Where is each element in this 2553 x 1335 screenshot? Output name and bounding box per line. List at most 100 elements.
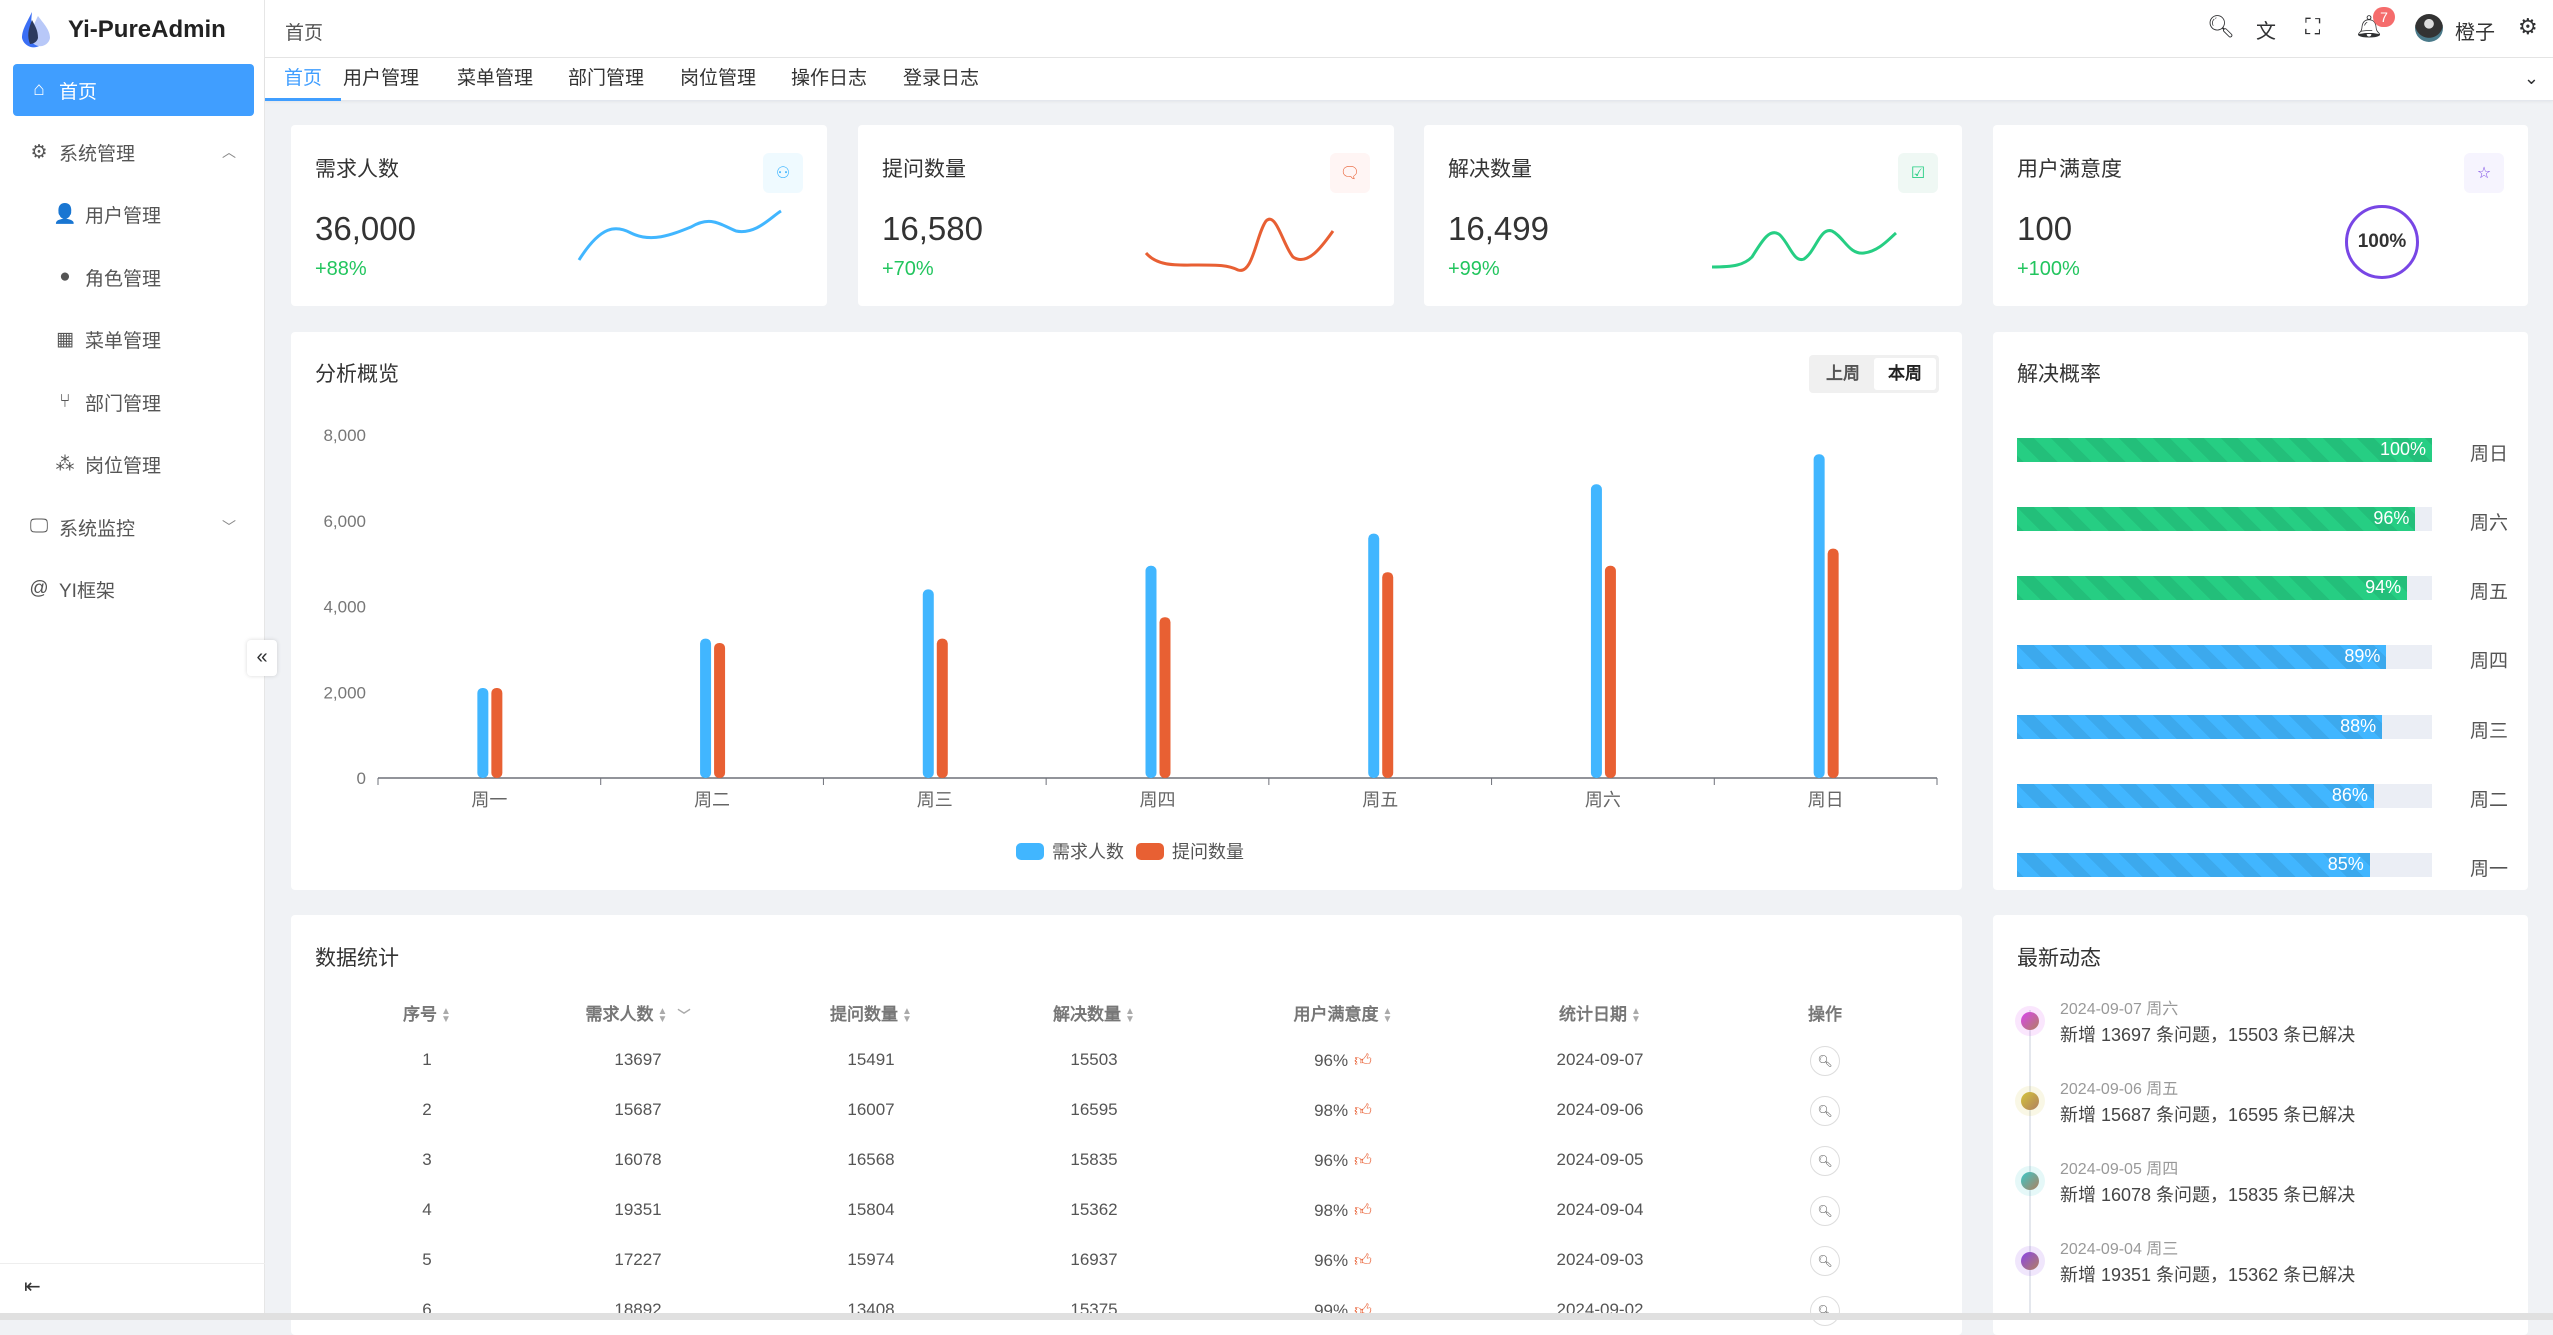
tab-users[interactable]: 用户管理 xyxy=(342,68,419,89)
network-icon: ⁂ xyxy=(55,453,75,475)
table-header[interactable]: 统计日期 ▲ ▼ xyxy=(1559,1005,1641,1025)
progress-day: 周二 xyxy=(2470,790,2509,811)
bar-questions[interactable] xyxy=(1604,565,1616,778)
branch-icon: ⑂ xyxy=(59,391,71,412)
thumbs-up-icon: 👍︎ xyxy=(1354,1051,1372,1070)
tab-menus[interactable]: 菜单管理 xyxy=(456,68,533,89)
settings-gear-icon[interactable]: ⚙ xyxy=(2518,14,2538,39)
notification-badge: 7 xyxy=(2373,7,2395,27)
timeline-card: 最新动态 xyxy=(1993,915,2528,1335)
progress-fill: 96% xyxy=(2017,507,2416,531)
breadcrumb[interactable]: 首页 xyxy=(285,23,324,44)
legend-label[interactable]: 提问数量 xyxy=(1172,842,1244,862)
sidebar-collapse-button[interactable]: « xyxy=(247,640,277,676)
progress-label: 96% xyxy=(2373,508,2410,528)
progress-label: 88% xyxy=(2340,716,2377,736)
tab-posts[interactable]: 岗位管理 xyxy=(679,68,756,89)
bar-questions[interactable] xyxy=(491,687,503,778)
view-button[interactable]: 🔍︎ xyxy=(1810,1146,1840,1176)
progress-bar: 86% xyxy=(2017,784,2432,808)
stat-change: +99% xyxy=(1448,258,1500,280)
legend-swatch[interactable] xyxy=(1136,843,1164,860)
bar-questions[interactable] xyxy=(936,638,948,778)
legend-label[interactable]: 需求人数 xyxy=(1052,842,1124,862)
toggle-this-week[interactable]: 本周 xyxy=(1874,358,1936,390)
table-header[interactable]: 提问数量 ▲ ▼ xyxy=(830,1005,912,1025)
view-button[interactable]: 🔍︎ xyxy=(1810,1046,1840,1076)
bar-demand[interactable] xyxy=(1813,454,1825,778)
bar-demand[interactable] xyxy=(922,589,934,778)
progress-fill: 94% xyxy=(2017,576,2408,600)
user-name[interactable]: 橙子 xyxy=(2455,22,2495,44)
toggle-last-week[interactable]: 上周 xyxy=(1826,364,1860,383)
sidebar-item-posts[interactable]: ⁂ 岗位管理 xyxy=(55,453,162,477)
sort-icon[interactable]: ▲ ▼ xyxy=(1382,1005,1393,1025)
stat-change: +70% xyxy=(882,258,934,280)
stat-card-demand: 需求人数 ⚇ 36,000 +88% xyxy=(291,125,827,306)
progress-day: 周一 xyxy=(2470,859,2509,880)
bar-demand[interactable] xyxy=(1590,484,1602,778)
sort-icon[interactable]: ▲ ▼ xyxy=(441,1005,451,1025)
sidebar-item-monitor[interactable]: 🖵 系统监控 ﹀ xyxy=(29,516,236,540)
sort-icon[interactable]: ▲ ▼ xyxy=(902,1005,912,1025)
tab-login-log[interactable]: 登录日志 xyxy=(902,68,979,89)
analysis-title: 分析概览 xyxy=(315,363,399,386)
view-button[interactable]: 🔍︎ xyxy=(1810,1296,1840,1326)
table-cell: 15687 xyxy=(614,1100,662,1119)
legend-swatch[interactable] xyxy=(1016,843,1044,860)
translate-icon[interactable]: 文 xyxy=(2256,21,2276,43)
x-tick-label: 周五 xyxy=(1362,790,1398,810)
logo[interactable]: Yi-PureAdmin xyxy=(18,10,226,50)
y-tick-label: 8,000 xyxy=(323,426,366,445)
x-tick-label: 周日 xyxy=(1808,790,1844,810)
table-header[interactable]: 用户满意度 ▲ ▼ xyxy=(1293,1005,1393,1025)
bar-questions[interactable] xyxy=(1382,572,1394,778)
sidebar-item-menus[interactable]: ▦ 菜单管理 xyxy=(56,328,162,352)
table-cell: 2024-09-03 xyxy=(1556,1250,1644,1269)
search-icon[interactable]: 🔍︎ xyxy=(2207,14,2235,39)
sidebar-item-departments[interactable]: ⑂ 部门管理 xyxy=(13,376,254,428)
table-header[interactable]: 解决数量 ▲ ▼ xyxy=(1053,1005,1135,1025)
fullscreen-icon[interactable]: ⛶ xyxy=(2305,14,2321,39)
sort-icon[interactable]: ▲ ▼ xyxy=(1631,1005,1641,1025)
view-button[interactable]: 🔍︎ xyxy=(1810,1246,1840,1276)
tab-operation-log[interactable]: 操作日志 xyxy=(790,68,867,89)
table-cell: 16937 xyxy=(1070,1250,1118,1269)
chevron-down-icon: ﹀ xyxy=(222,519,236,535)
table-cell: 15835 xyxy=(1070,1150,1118,1169)
stat-value: 16,499 xyxy=(1448,210,1549,247)
bar-questions[interactable] xyxy=(714,642,726,778)
sidebar-item-users[interactable]: 👤 用户管理 xyxy=(53,204,162,227)
timeline-dot xyxy=(2021,1092,2039,1110)
timeline-date: 2024-09-04 周三 xyxy=(2060,1241,2179,1258)
sidebar-item-roles[interactable]: ● 角色管理 xyxy=(13,251,254,303)
bar-questions[interactable] xyxy=(1159,617,1171,778)
tab-home[interactable]: 首页 xyxy=(265,58,341,101)
bar-demand[interactable] xyxy=(700,638,712,778)
sidebar-item-yi-framework[interactable]: @ YI框架 xyxy=(29,578,115,602)
tabs-dropdown-chevron-icon[interactable]: ⌄ xyxy=(2523,68,2539,88)
bar-demand[interactable] xyxy=(1145,565,1157,778)
bar-demand[interactable] xyxy=(1368,533,1380,778)
role-icon: ● xyxy=(59,266,71,287)
collapse-menu-icon[interactable]: ⇤ xyxy=(24,1276,41,1298)
tab-departments[interactable]: 部门管理 xyxy=(567,68,644,89)
bar-questions[interactable] xyxy=(1827,548,1839,778)
table-header[interactable]: 序号 ▲ ▼ xyxy=(403,1005,451,1025)
table-cell: 15362 xyxy=(1070,1200,1118,1219)
satisfaction-ring: 100% xyxy=(2345,205,2419,279)
avatar[interactable] xyxy=(2415,14,2443,42)
sidebar-item-home[interactable]: ⌂ 首页 xyxy=(13,64,254,116)
y-tick-label: 6,000 xyxy=(323,512,366,531)
filter-chevron-icon[interactable]: ﹀ xyxy=(677,1008,691,1023)
view-button[interactable]: 🔍︎ xyxy=(1810,1196,1840,1226)
bar-demand[interactable] xyxy=(477,687,489,778)
horizontal-scrollbar[interactable] xyxy=(0,1313,2553,1320)
table-header[interactable]: 需求人数 ▲ ▼ ﹀ xyxy=(585,1005,691,1025)
header: 首页 🔍︎ 文 ⛶ 🔔︎ 7 橙子 ⚙ xyxy=(265,0,2553,58)
sidebar-item-system[interactable]: ⚙ 系统管理 ︿ xyxy=(30,141,236,165)
timeline-text: 新增 15687 条问题，16595 条已解决 xyxy=(2060,1105,2356,1125)
sort-icon[interactable]: ▲ ▼ xyxy=(657,1005,668,1025)
sort-icon[interactable]: ▲ ▼ xyxy=(1125,1005,1135,1025)
view-button[interactable]: 🔍︎ xyxy=(1810,1096,1840,1126)
